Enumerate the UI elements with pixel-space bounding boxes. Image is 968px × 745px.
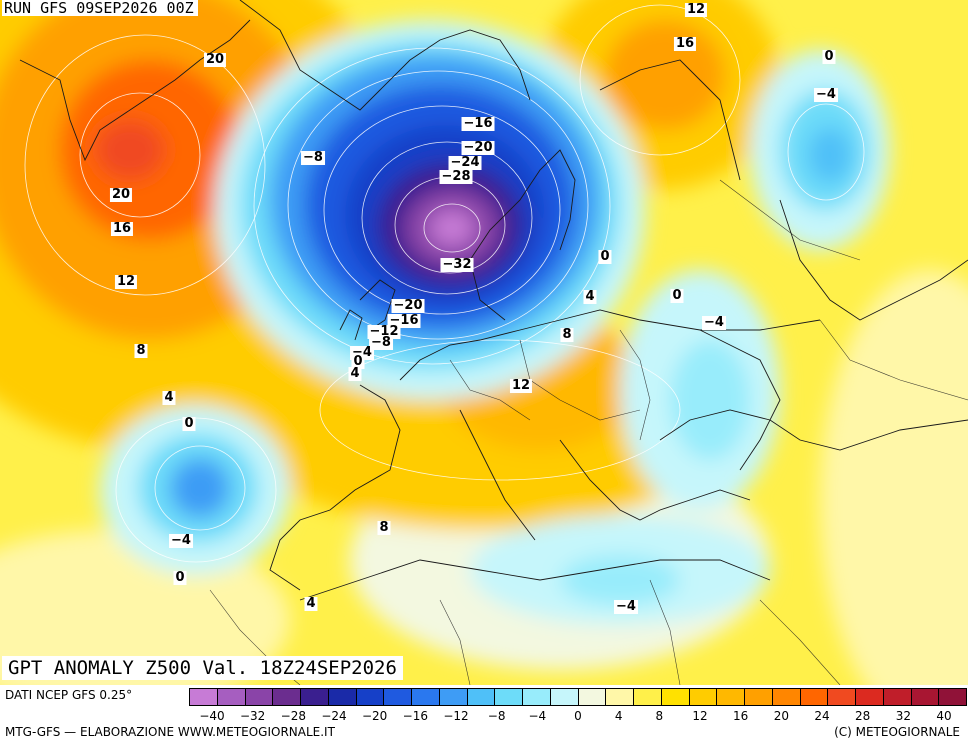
coastlines bbox=[19, 0, 968, 601]
legend-tick-label: 0 bbox=[574, 709, 582, 723]
legend-swatch bbox=[467, 689, 496, 705]
contour-label: 12 bbox=[114, 274, 138, 289]
legend-swatch bbox=[856, 689, 884, 705]
contour-label: 20 bbox=[109, 187, 133, 202]
contour-label: 4 bbox=[304, 596, 318, 611]
contour-label: 16 bbox=[673, 36, 697, 51]
legend-swatch bbox=[273, 689, 301, 705]
legend-tick-label: −8 bbox=[487, 709, 506, 723]
contour-label: −12 bbox=[367, 324, 401, 339]
legend-swatch bbox=[606, 689, 634, 705]
footer: DATI NCEP GFS 0.25° −40 −32 −28 −24 −20 −16 −1… bbox=[0, 685, 968, 745]
contour-label: −8 bbox=[301, 150, 325, 165]
contour-label: 4 bbox=[348, 366, 362, 381]
anomaly-map: 20 20 16 12 8 4 0 −4 0 −8 −16 −20 −24 −28 −32 −20 −16 −12… bbox=[0, 0, 968, 685]
contour-lines bbox=[24, 4, 865, 563]
legend-swatch bbox=[550, 689, 579, 705]
contour-label: −28 bbox=[439, 169, 473, 184]
legend-swatch bbox=[384, 689, 412, 705]
legend-tick-label: 4 bbox=[614, 709, 623, 723]
legend-tick-label: 16 bbox=[733, 709, 749, 723]
legend-tick-label: −20 bbox=[361, 709, 388, 723]
run-title: RUN GFS 09SEP2026 00Z bbox=[2, 0, 198, 16]
contour-label: 0 bbox=[670, 288, 684, 303]
legend-swatch bbox=[439, 689, 468, 705]
legend-tick-label: −40 bbox=[199, 709, 225, 723]
legend-swatch bbox=[245, 689, 274, 705]
legend-tick-label: −16 bbox=[402, 709, 428, 723]
contour-label: 12 bbox=[509, 378, 533, 393]
color-legend bbox=[189, 688, 967, 706]
legend-swatch bbox=[745, 689, 773, 705]
legend-tick-label: 32 bbox=[895, 709, 911, 723]
contour-label: −20 bbox=[461, 140, 495, 155]
legend-swatch bbox=[301, 689, 329, 705]
legend-swatch bbox=[828, 689, 856, 705]
contour-label: −24 bbox=[448, 155, 482, 170]
legend-swatch bbox=[495, 689, 523, 705]
contour-label: 12 bbox=[684, 2, 708, 17]
contour-label: 8 bbox=[377, 520, 391, 535]
legend-swatch bbox=[661, 689, 690, 705]
legend-tick-label: −4 bbox=[528, 709, 547, 723]
legend-tick-label: −24 bbox=[321, 709, 347, 723]
credits-left: MTG-GFS — ELABORAZIONE WWW.METEOGIORNALE… bbox=[5, 725, 335, 739]
legend-swatch bbox=[634, 689, 662, 705]
legend-swatch bbox=[190, 689, 218, 705]
data-source: DATI NCEP GFS 0.25° bbox=[5, 688, 133, 702]
contour-label: 8 bbox=[560, 327, 574, 342]
contour-label: 0 bbox=[598, 249, 612, 264]
legend-swatch bbox=[412, 689, 440, 705]
contour-label: −4 bbox=[614, 599, 638, 614]
legend-swatch bbox=[578, 689, 607, 705]
legend-tick-label: 24 bbox=[814, 709, 830, 723]
legend-tick-label: 12 bbox=[692, 709, 708, 723]
legend-swatch bbox=[689, 689, 718, 705]
legend-swatch bbox=[772, 689, 801, 705]
legend-swatch bbox=[523, 689, 551, 705]
legend-swatch bbox=[328, 689, 357, 705]
contour-label: 0 bbox=[351, 354, 365, 369]
legend-tick-label: 8 bbox=[655, 709, 664, 723]
contour-label: −8 bbox=[369, 335, 393, 350]
legend-swatch bbox=[911, 689, 940, 705]
contour-label: 16 bbox=[110, 221, 134, 236]
contour-label: 0 bbox=[182, 416, 196, 431]
contour-label: −4 bbox=[169, 533, 193, 548]
anomaly-blobs bbox=[0, 0, 968, 685]
map-title: GPT ANOMALY Z500 Val. 18Z24SEP2026 bbox=[2, 656, 403, 680]
legend-tick-label: 20 bbox=[773, 709, 789, 723]
legend-swatch bbox=[717, 689, 745, 705]
legend-swatch bbox=[800, 689, 829, 705]
legend-tick-label: −32 bbox=[239, 709, 266, 723]
color-legend-ticks: −40 −32 −28 −24 −20 −16 −12 −8 −4 0 4 8 12 16 20 24 28 32… bbox=[189, 709, 967, 723]
legend-swatch bbox=[939, 689, 966, 705]
contour-label: 4 bbox=[162, 390, 176, 405]
contour-label: −4 bbox=[702, 315, 726, 330]
legend-swatch bbox=[217, 689, 246, 705]
legend-swatch bbox=[883, 689, 912, 705]
legend-tick-label: 28 bbox=[855, 709, 871, 723]
contour-label: 0 bbox=[822, 49, 836, 64]
contour-label: 0 bbox=[173, 570, 187, 585]
contour-label: 20 bbox=[203, 52, 227, 67]
contour-label: −20 bbox=[391, 298, 425, 313]
contour-label: −32 bbox=[440, 257, 474, 272]
legend-tick-label: 40 bbox=[936, 709, 952, 723]
contour-label: −16 bbox=[461, 116, 495, 131]
contour-label: 8 bbox=[134, 343, 148, 358]
contour-label: −4 bbox=[814, 87, 838, 102]
legend-tick-label: −28 bbox=[280, 709, 306, 723]
contour-label: 4 bbox=[583, 289, 597, 304]
credits-right: (C) METEOGIORNALE bbox=[834, 725, 960, 739]
contour-label: −16 bbox=[387, 313, 421, 328]
legend-tick-label: −12 bbox=[443, 709, 469, 723]
anomaly-field bbox=[0, 0, 968, 685]
legend-swatch bbox=[356, 689, 385, 705]
